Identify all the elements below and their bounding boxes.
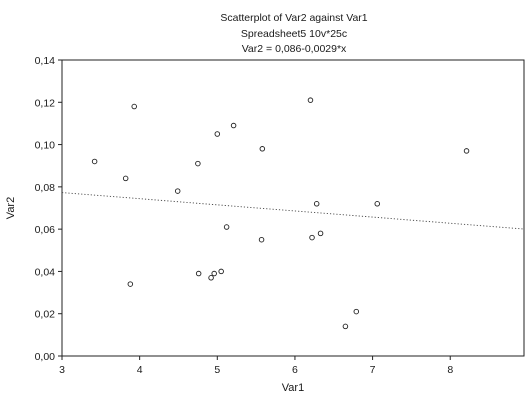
x-tick-label: 5 bbox=[214, 364, 220, 376]
data-point bbox=[342, 323, 349, 330]
data-point bbox=[223, 224, 230, 230]
x-tick-label: 7 bbox=[370, 364, 376, 376]
y-tick-label: 0,14 bbox=[35, 55, 56, 67]
x-tick-label: 3 bbox=[59, 364, 65, 376]
y-tick-label: 0,12 bbox=[35, 97, 56, 109]
regression-line-group bbox=[61, 192, 525, 230]
data-point bbox=[230, 122, 237, 129]
data-point bbox=[127, 281, 134, 287]
data-points bbox=[91, 97, 470, 330]
data-point bbox=[353, 308, 360, 315]
data-point bbox=[174, 188, 181, 194]
y-tick-label: 0,00 bbox=[35, 351, 56, 363]
data-point bbox=[374, 201, 380, 207]
y-tick-label: 0,06 bbox=[35, 224, 56, 236]
data-point bbox=[218, 268, 224, 275]
y-tick-label: 0,04 bbox=[35, 266, 56, 278]
data-point bbox=[211, 270, 217, 277]
chart-title: Scatterplot of Var2 against Var1 bbox=[220, 12, 367, 24]
y-tick-label: 0,08 bbox=[35, 182, 56, 194]
x-axis-label: Var1 bbox=[282, 382, 304, 394]
data-point bbox=[214, 131, 221, 137]
data-point bbox=[309, 234, 315, 241]
data-point bbox=[258, 236, 265, 243]
regression-line bbox=[61, 192, 525, 230]
data-point bbox=[313, 201, 320, 207]
data-point bbox=[195, 270, 202, 277]
regression-equation: Var2 = 0,086-0,0029*x bbox=[242, 43, 347, 55]
x-tick-label: 6 bbox=[292, 364, 298, 376]
data-point bbox=[91, 158, 98, 165]
data-point bbox=[195, 160, 201, 167]
data-point bbox=[131, 103, 137, 110]
chart-subtitle: Spreadsheet5 10v*25c bbox=[241, 28, 347, 40]
x-tick-label: 8 bbox=[447, 364, 453, 376]
y-axis-ticks: 0,00 0,02 0,04 0,06 0,08 0,10 0,12 0,14 bbox=[35, 55, 62, 363]
data-point bbox=[463, 148, 470, 154]
data-point bbox=[208, 275, 214, 281]
plot-area-frame bbox=[61, 59, 525, 357]
data-point bbox=[122, 175, 129, 182]
data-point bbox=[259, 146, 266, 152]
data-point bbox=[307, 97, 314, 103]
x-axis-ticks: 3 4 5 6 7 8 bbox=[59, 356, 453, 376]
y-axis-label: Var2 bbox=[5, 197, 17, 219]
x-tick-label: 4 bbox=[137, 364, 143, 376]
y-tick-label: 0,10 bbox=[35, 140, 56, 152]
y-tick-label: 0,02 bbox=[35, 309, 56, 321]
data-point bbox=[317, 230, 324, 237]
